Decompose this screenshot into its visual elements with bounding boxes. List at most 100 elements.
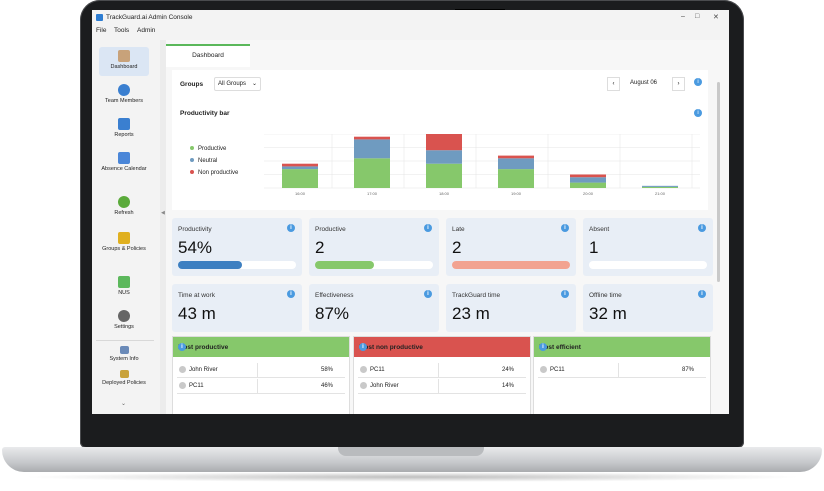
menu-tools[interactable]: Tools [114, 27, 130, 34]
groups-dropdown[interactable]: All Groups ⌄ [214, 77, 261, 91]
info-icon[interactable]: i [424, 290, 432, 298]
sidebar-item-groups-policies[interactable]: Groups & Policies [99, 232, 149, 252]
dashboard-icon [118, 50, 130, 62]
sidebar-item-label: Dashboard [110, 64, 138, 70]
bar-segment-neutral[interactable] [498, 158, 534, 170]
card-value: 2 [315, 238, 325, 257]
collapse-arrow-icon[interactable]: ◀ [161, 210, 165, 216]
menu-admin[interactable]: Admin [137, 27, 156, 34]
date-label: August 06 [630, 80, 658, 86]
legend-label: Neutral [198, 158, 218, 164]
legend-label: Non productive [198, 170, 239, 176]
list-panel-most-efficient: Most efficient i PC11 87% [533, 336, 711, 414]
bar-segment-neutral[interactable] [570, 177, 606, 183]
bar-segment-non-productive[interactable] [498, 155, 534, 159]
bar-segment-productive[interactable] [570, 182, 606, 188]
title-bar: TrackGuard.ai Admin Console – □ ✕ [92, 10, 729, 25]
stat-card-effectiveness: Effectiveness 87% i [309, 284, 439, 332]
column-divider [257, 379, 258, 393]
maximize-icon[interactable]: □ [695, 13, 700, 20]
info-icon[interactable]: i [178, 343, 186, 351]
tab-dashboard[interactable]: Dashboard [166, 44, 250, 67]
bar-segment-non-productive[interactable] [354, 136, 390, 140]
x-tick-label: 17:00 [367, 191, 378, 196]
next-date-button[interactable]: › [672, 77, 685, 91]
stat-card-trackguard-time: TrackGuard time 23 m i [446, 284, 576, 332]
sidebar-item-label: Settings [114, 324, 134, 330]
bar-segment-non-productive[interactable] [282, 163, 318, 167]
info-icon[interactable]: i [561, 290, 569, 298]
chevron-down-icon[interactable]: ⌄ [121, 401, 127, 407]
bar-segment-neutral[interactable] [282, 166, 318, 170]
stat-card-time-at-work: Time at work 43 m i [172, 284, 302, 332]
prev-date-button[interactable]: ‹ [607, 77, 620, 91]
chart-panel: Groups All Groups ⌄ ‹ August 06 › i Prod… [172, 70, 708, 210]
app-window: TrackGuard.ai Admin Console – □ ✕ File T… [92, 10, 729, 414]
avatar [360, 366, 367, 373]
info-icon[interactable]: i [698, 224, 706, 232]
menu-file[interactable]: File [96, 27, 107, 34]
bar-segment-productive[interactable] [642, 186, 678, 188]
card-value: 32 m [589, 304, 627, 323]
team-icon [118, 84, 130, 96]
list-title: Most efficient [539, 344, 581, 351]
bar-segment-non-productive[interactable] [570, 174, 606, 178]
scrollbar[interactable] [717, 82, 720, 282]
card-progress-track [589, 261, 707, 269]
avatar [360, 382, 367, 389]
stat-card-late: Late 2 i [446, 218, 576, 276]
info-icon[interactable]: i [287, 290, 295, 298]
bar-segment-neutral[interactable] [354, 139, 390, 159]
legend-item-non-productive: Non productive [190, 170, 238, 176]
list-item[interactable]: PC11 87% [538, 363, 706, 378]
sidebar-item-absence-calendar[interactable]: Absence Calendar [99, 152, 149, 172]
stat-card-absent: Absent 1 i [583, 218, 713, 276]
sidebar-splitter[interactable]: ◀ [160, 40, 166, 414]
info-icon[interactable]: i [539, 343, 547, 351]
reports-icon [118, 118, 130, 130]
bar-segment-productive[interactable] [498, 169, 534, 188]
sidebar-item-nus[interactable]: NUS [99, 276, 149, 296]
sidebar-item-system-info[interactable]: System Info [99, 346, 149, 362]
sidebar-item-deployed-policies[interactable]: Deployed Policies [99, 370, 149, 386]
info-icon[interactable]: i [287, 224, 295, 232]
sidebar-item-label: NUS [118, 290, 130, 296]
info-icon[interactable]: i [359, 343, 367, 351]
column-divider [438, 363, 439, 377]
info-icon[interactable]: i [561, 224, 569, 232]
menu-bar: File Tools Admin [92, 25, 729, 37]
bar-segment-productive[interactable] [282, 169, 318, 188]
sidebar-divider [96, 340, 154, 341]
list-header: Most productive i [173, 337, 349, 357]
list-item[interactable]: PC11 24% [358, 363, 526, 378]
info-icon[interactable]: i [698, 290, 706, 298]
bar-segment-neutral[interactable] [426, 150, 462, 164]
info-icon[interactable]: i [694, 109, 702, 117]
sidebar-item-settings[interactable]: Settings [99, 310, 149, 330]
column-divider [257, 363, 258, 377]
sidebar-item-team-members[interactable]: Team Members [99, 84, 149, 104]
list-item[interactable]: John River 58% [177, 363, 345, 378]
card-label: Productivity [178, 226, 212, 233]
sidebar-item-refresh[interactable]: Refresh [99, 196, 149, 216]
close-icon[interactable]: ✕ [713, 14, 719, 21]
card-label: TrackGuard time [452, 292, 501, 299]
bar-segment-productive[interactable] [354, 158, 390, 188]
minimize-icon[interactable]: – [681, 13, 685, 20]
legend-item-neutral: Neutral [190, 158, 238, 164]
info-icon[interactable]: i [694, 78, 702, 86]
card-value: 2 [452, 238, 462, 257]
sidebar-item-reports[interactable]: Reports [99, 118, 149, 138]
monitor-icon [119, 346, 129, 354]
shield-icon [118, 232, 130, 244]
list-item[interactable]: John River 14% [358, 379, 526, 394]
sidebar-item-dashboard[interactable]: Dashboard [99, 47, 149, 76]
bar-segment-neutral[interactable] [642, 185, 678, 187]
bar-segment-productive[interactable] [426, 163, 462, 188]
card-label: Absent [589, 226, 610, 233]
legend-marker [190, 146, 194, 150]
list-item[interactable]: PC11 46% [177, 379, 345, 394]
bar-segment-non-productive[interactable] [426, 134, 462, 151]
productivity-bar-chart: 16:00 17:00 18:00 19:00 20:00 21:00 [264, 134, 700, 196]
info-icon[interactable]: i [424, 224, 432, 232]
